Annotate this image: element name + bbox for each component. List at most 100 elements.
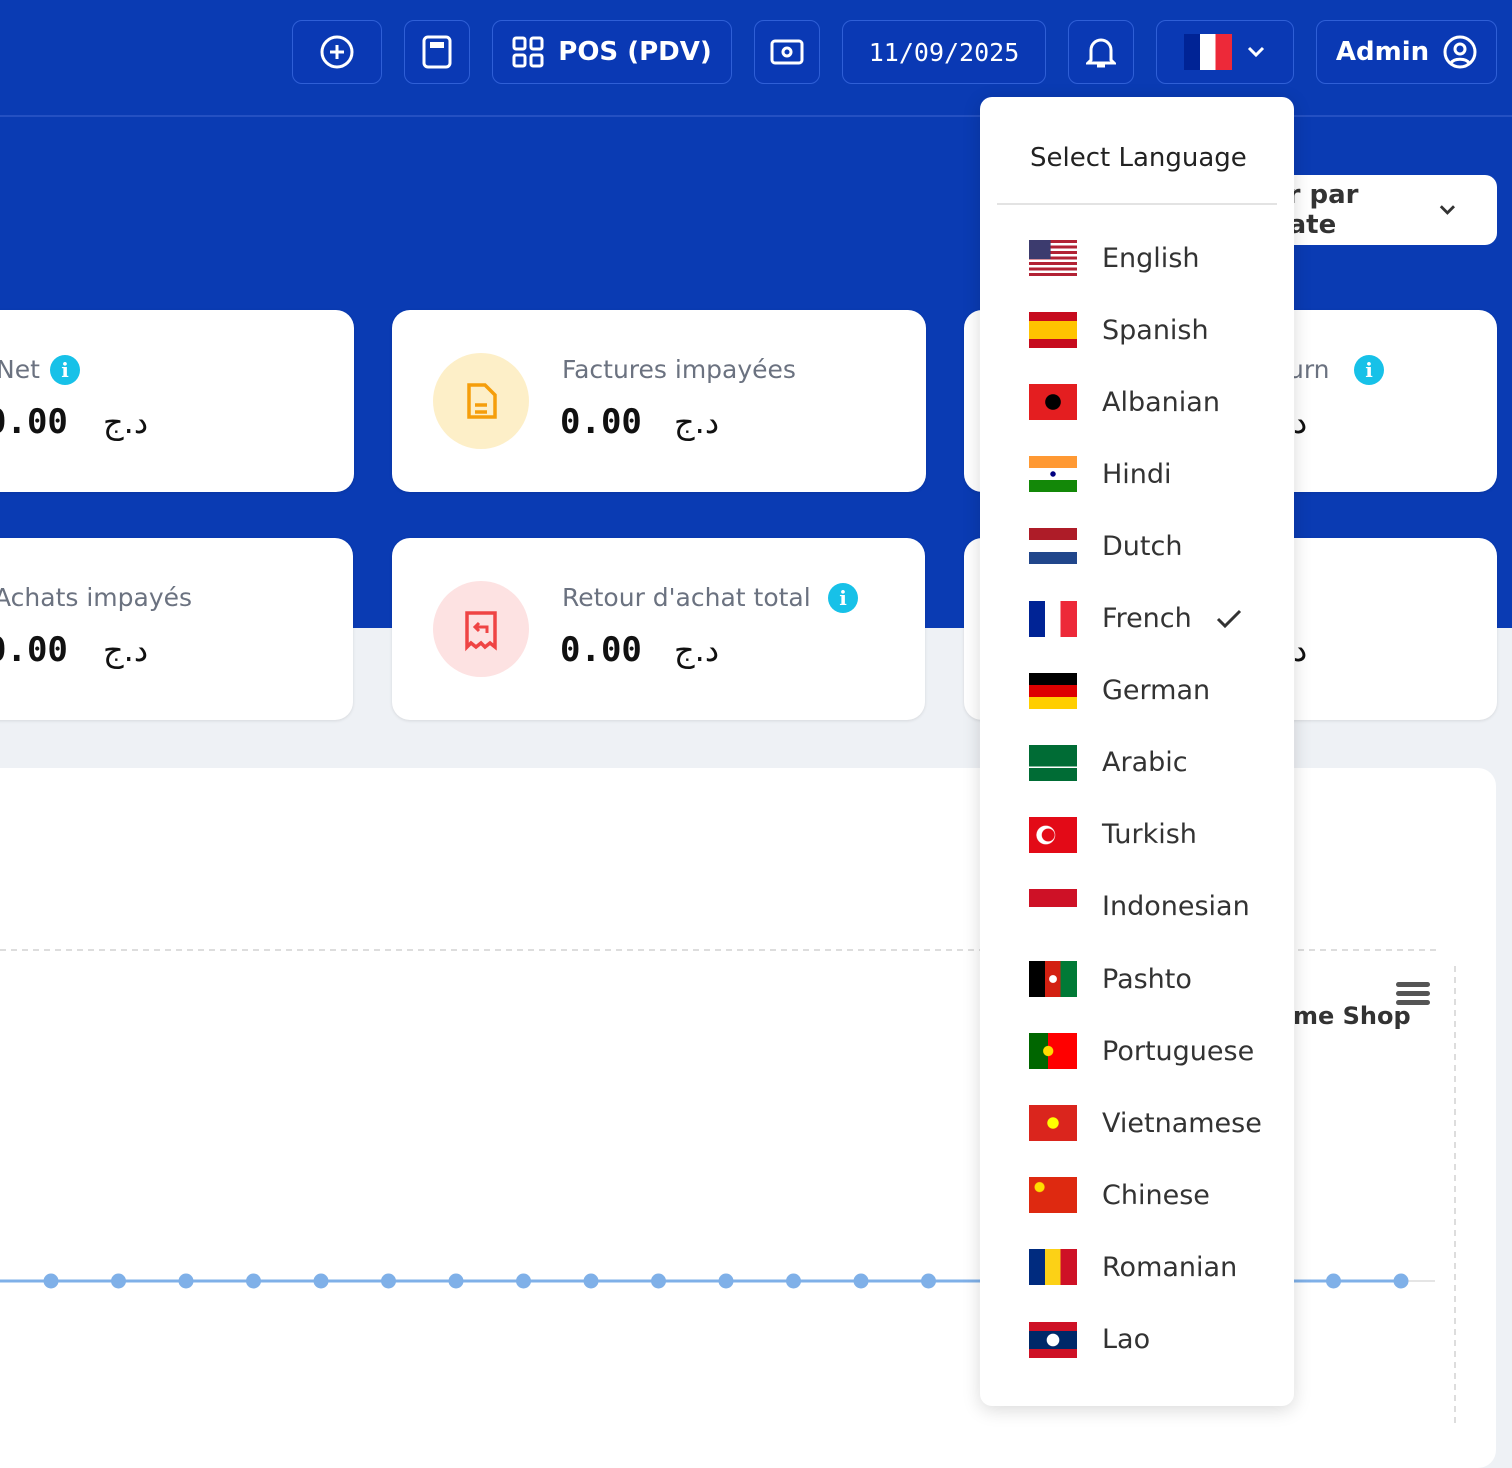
language-name: Albanian [1102,386,1220,418]
flag-icon [1029,240,1077,276]
language-option[interactable]: Hindi [1029,454,1172,494]
notification-button[interactable] [1068,20,1134,84]
series-point [516,1273,531,1289]
card-title: Retour d'achat total [562,583,811,612]
stat-card [0,310,354,492]
flag-icon [1029,456,1077,493]
user-label: Admin [1335,37,1430,67]
selected-check [1216,609,1242,628]
cash-button[interactable] [754,20,820,84]
language-name: Vietnamese [1102,1107,1262,1139]
language-option[interactable]: Pashto [1029,959,1192,999]
language-name: Turkish [1102,819,1197,851]
language-option[interactable]: Indonesian [1029,887,1250,927]
flag-icon [1029,1105,1077,1142]
card-title: urn [1288,355,1330,384]
language-name: Portuguese [1102,1035,1255,1067]
language-option[interactable]: French [1029,599,1242,639]
flag-icon [1029,1033,1077,1070]
language-option[interactable]: Portuguese [1029,1031,1254,1071]
language-option[interactable]: Dutch [1029,526,1182,566]
series-point [448,1273,464,1289]
language-name: Dutch [1102,530,1183,562]
flag-icon [1029,528,1077,565]
language-name: German [1102,675,1211,707]
language-option[interactable]: Vietnamese [1029,1103,1262,1143]
series-point [651,1273,666,1289]
flag-icon [1029,816,1077,853]
card-currency: د.ج [674,403,720,441]
series-point [718,1273,734,1289]
calculator-button[interactable] [404,20,470,84]
language-name: Lao [1102,1324,1151,1355]
invoice-icon [433,353,529,449]
card-currency: د [1293,403,1308,441]
language-option[interactable]: Chinese [1029,1175,1210,1215]
language-name: French [1102,603,1192,634]
language-option[interactable]: English [1029,238,1200,278]
language-name: Spanish [1102,314,1209,346]
card-currency: د.ج [103,631,149,669]
series-point [313,1273,329,1289]
flag-icon [1029,744,1077,781]
flag-icon [1029,1321,1077,1358]
series-point [1326,1273,1341,1289]
language-name: Indonesian [1102,891,1250,923]
card-amount: 0.00 [560,402,642,442]
series-point [853,1273,869,1289]
series-point [43,1273,59,1289]
flag-icon [1029,1177,1077,1214]
pos-label: POS (PDV) [558,37,712,67]
series-point [786,1273,801,1289]
flag-icon [1029,384,1077,421]
flag-icon [1029,672,1077,709]
info-icon[interactable]: i [828,583,858,613]
language-option[interactable]: German [1029,671,1210,711]
language-option[interactable]: Arabic [1029,743,1188,783]
card-title: Achats impayés [0,583,193,612]
language-name: Arabic [1102,747,1188,779]
date-button[interactable]: 11/09/2025 [842,20,1046,84]
add-button[interactable] [292,20,382,84]
language-option[interactable]: Lao [1029,1320,1150,1360]
card-currency: د [1293,631,1308,669]
series-point [381,1273,396,1289]
filter-button[interactable]: er par date [1270,175,1497,245]
language-name: English [1102,242,1200,274]
flag-icon [1029,312,1077,349]
card-title: Net [0,355,40,384]
info-icon[interactable]: i [50,355,80,385]
language-option[interactable]: Romanian [1029,1247,1237,1287]
language-option[interactable]: Turkish [1029,815,1197,855]
flag-icon [1029,888,1077,925]
series-point [583,1273,599,1289]
series-point [178,1273,194,1289]
series-point [1393,1273,1409,1289]
series-point [246,1273,261,1289]
stat-card [0,538,353,720]
card-amount: 0.00 [0,402,68,442]
return-icon [433,581,529,677]
divider [0,115,1512,117]
card-amount: 0.00 [560,630,642,670]
user-button[interactable]: Admin [1316,20,1497,84]
flag-icon [1029,1249,1077,1286]
pos-button[interactable]: POS (PDV) [492,20,732,84]
language-option[interactable]: Spanish [1029,310,1209,350]
flag-icon [1029,600,1077,637]
menu-title: Select Language [1030,143,1247,173]
language-button[interactable] [1156,20,1294,84]
card-currency: د.ج [674,631,720,669]
language-name: Hindi [1102,458,1172,490]
language-option[interactable]: Albanian [1029,382,1220,422]
card-currency: د.ج [103,403,149,441]
language-name: Chinese [1102,1179,1210,1211]
language-name: Romanian [1102,1251,1238,1283]
info-icon[interactable]: i [1354,355,1384,385]
card-title: Factures impayées [562,355,796,384]
series-point [111,1273,126,1289]
menu-divider [997,203,1277,205]
language-name: Pashto [1102,963,1192,995]
date-label: 11/09/2025 [868,37,1020,67]
